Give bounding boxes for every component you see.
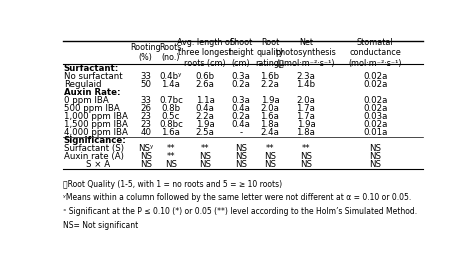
Text: 23: 23 <box>140 120 151 129</box>
Text: 1.8a: 1.8a <box>297 128 315 137</box>
Text: 2.2a: 2.2a <box>196 112 215 121</box>
Text: 4,000 ppm IBA: 4,000 ppm IBA <box>64 128 128 137</box>
Text: Roots
(no.): Roots (no.) <box>160 43 182 62</box>
Text: NS: NS <box>235 161 247 169</box>
Text: No surfactant: No surfactant <box>64 72 123 81</box>
Text: Stomatal
conductance
(mol·m⁻²·s⁻¹): Stomatal conductance (mol·m⁻²·s⁻¹) <box>348 38 402 68</box>
Text: 0.02a: 0.02a <box>363 120 387 129</box>
Text: 500 ppm IBA: 500 ppm IBA <box>64 104 120 113</box>
Text: 0.02a: 0.02a <box>363 72 387 81</box>
Text: **: ** <box>265 144 274 153</box>
Text: 1.9a: 1.9a <box>297 120 315 129</box>
Text: **: ** <box>201 144 210 153</box>
Text: 2.6a: 2.6a <box>196 80 215 89</box>
Text: 0.4a: 0.4a <box>232 104 251 113</box>
Text: 1,500 ppm IBA: 1,500 ppm IBA <box>64 120 128 129</box>
Text: Regulaid: Regulaid <box>64 80 101 89</box>
Text: NS: NS <box>140 152 152 161</box>
Text: NS: NS <box>199 152 211 161</box>
Text: 1.4b: 1.4b <box>296 80 316 89</box>
Text: 50: 50 <box>140 80 151 89</box>
Text: 0.8b: 0.8b <box>161 104 181 113</box>
Text: 26: 26 <box>140 104 151 113</box>
Text: NS: NS <box>369 152 381 161</box>
Text: Auxin rate (A): Auxin rate (A) <box>64 152 124 161</box>
Text: Surfactant:: Surfactant: <box>64 64 119 73</box>
Text: NS: NS <box>369 144 381 153</box>
Text: 0.4bʸ: 0.4bʸ <box>160 72 182 81</box>
Text: Net
photosynthesis
(μmol·m⁻²·s⁻¹): Net photosynthesis (μmol·m⁻²·s⁻¹) <box>275 38 336 68</box>
Text: **: ** <box>167 152 175 161</box>
Text: -: - <box>239 128 243 137</box>
Text: **: ** <box>301 144 310 153</box>
Text: 1,000 ppm IBA: 1,000 ppm IBA <box>64 112 128 121</box>
Text: 23: 23 <box>140 112 151 121</box>
Text: 2.5a: 2.5a <box>196 128 215 137</box>
Text: NS: NS <box>199 161 211 169</box>
Text: NS: NS <box>300 161 312 169</box>
Text: 0.03a: 0.03a <box>363 112 387 121</box>
Text: NSʸ: NSʸ <box>138 144 154 153</box>
Text: 2.4a: 2.4a <box>261 128 279 137</box>
Text: Significance:: Significance: <box>64 136 127 145</box>
Text: NS: NS <box>140 161 152 169</box>
Text: NS: NS <box>235 152 247 161</box>
Text: ʸMeans within a column followed by the same letter were not different at α = 0.1: ʸMeans within a column followed by the s… <box>63 193 411 202</box>
Text: NS: NS <box>300 152 312 161</box>
Text: S × A: S × A <box>86 161 110 169</box>
Text: 33: 33 <box>140 72 151 81</box>
Text: NS: NS <box>264 152 276 161</box>
Text: 0.3a: 0.3a <box>232 96 251 105</box>
Text: 1.7a: 1.7a <box>297 112 315 121</box>
Text: NS: NS <box>165 161 177 169</box>
Text: 0.02a: 0.02a <box>363 104 387 113</box>
Text: Auxin Rate:: Auxin Rate: <box>64 88 120 97</box>
Text: 0.5c: 0.5c <box>162 112 180 121</box>
Text: **: ** <box>167 144 175 153</box>
Text: NS: NS <box>235 144 247 153</box>
Text: NS= Not significant: NS= Not significant <box>63 221 138 230</box>
Text: 2.0a: 2.0a <box>261 104 279 113</box>
Text: 1.4a: 1.4a <box>162 80 181 89</box>
Text: ᶉRoot Quality (1-5, with 1 = no roots and 5 = ≥ 10 roots): ᶉRoot Quality (1-5, with 1 = no roots an… <box>63 179 282 189</box>
Text: ˣ Significant at the P ≤ 0.10 (*) or 0.05 (**) level according to the Holm’s Sim: ˣ Significant at the P ≤ 0.10 (*) or 0.0… <box>63 207 417 216</box>
Text: 0.2a: 0.2a <box>232 112 251 121</box>
Text: 0.3a: 0.3a <box>232 72 251 81</box>
Text: 0.7bc: 0.7bc <box>159 96 183 105</box>
Text: Surfactant (S): Surfactant (S) <box>64 144 124 153</box>
Text: 0.6b: 0.6b <box>196 72 215 81</box>
Text: 1.6a: 1.6a <box>162 128 181 137</box>
Text: 0.01a: 0.01a <box>363 128 387 137</box>
Text: 2.0a: 2.0a <box>297 96 315 105</box>
Text: Avg. length of
three longest
roots (cm): Avg. length of three longest roots (cm) <box>177 38 233 68</box>
Text: 1.9a: 1.9a <box>261 96 279 105</box>
Text: 1.9a: 1.9a <box>196 120 215 129</box>
Text: 1.6a: 1.6a <box>261 112 279 121</box>
Text: Rooting
(%): Rooting (%) <box>130 43 161 62</box>
Text: 0.8bc: 0.8bc <box>159 120 183 129</box>
Text: NS: NS <box>369 161 381 169</box>
Text: 33: 33 <box>140 96 151 105</box>
Text: 1.6b: 1.6b <box>260 72 280 81</box>
Text: NS: NS <box>264 161 276 169</box>
Text: 0.4a: 0.4a <box>196 104 215 113</box>
Text: 40: 40 <box>140 128 151 137</box>
Text: 1.1a: 1.1a <box>196 96 215 105</box>
Text: 2.3a: 2.3a <box>297 72 315 81</box>
Text: 1.8a: 1.8a <box>261 120 279 129</box>
Text: 0.02a: 0.02a <box>363 96 387 105</box>
Text: 0.4a: 0.4a <box>232 120 251 129</box>
Text: 0 ppm IBA: 0 ppm IBA <box>64 96 109 105</box>
Text: 1.7a: 1.7a <box>297 104 315 113</box>
Text: 0.02a: 0.02a <box>363 80 387 89</box>
Text: 0.2a: 0.2a <box>232 80 251 89</box>
Text: Root
quality
ratingᶉ: Root quality ratingᶉ <box>255 38 284 68</box>
Text: 2.2a: 2.2a <box>261 80 279 89</box>
Text: Shoot
height
(cm): Shoot height (cm) <box>228 38 254 68</box>
